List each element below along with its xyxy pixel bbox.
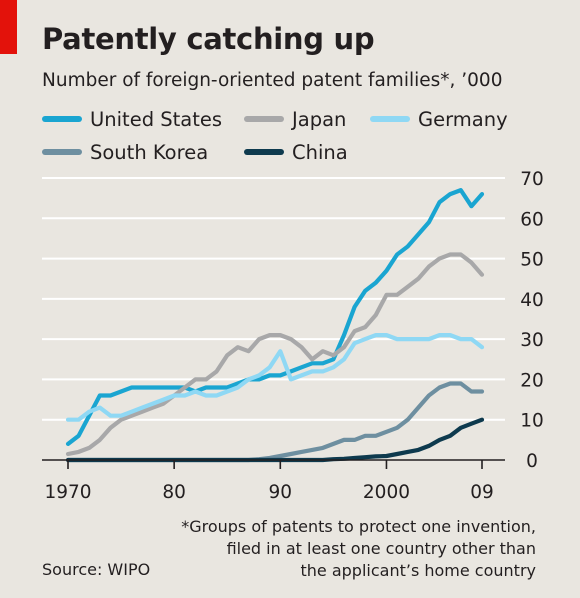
y-tick-label: 40 bbox=[520, 290, 544, 311]
grid-layer bbox=[42, 177, 505, 421]
legend-swatch-germany bbox=[370, 116, 410, 122]
x-tick-label: 09 bbox=[470, 482, 494, 503]
series-line-united-states bbox=[65, 188, 485, 446]
footnote-line: the applicant’s home country bbox=[300, 561, 536, 580]
legend-item-china: China bbox=[244, 140, 348, 164]
y-tick-label: 20 bbox=[520, 370, 544, 391]
legend-label-japan: Japan bbox=[292, 107, 347, 131]
legend-label-south-korea: South Korea bbox=[90, 140, 209, 164]
x-tick-label: 80 bbox=[162, 482, 186, 503]
x-tick-label: 90 bbox=[269, 482, 293, 503]
y-tick-label: 30 bbox=[520, 330, 544, 351]
legend-item-united-states: United States bbox=[42, 107, 222, 131]
y-tick-label: 0 bbox=[526, 451, 538, 472]
series-line-japan bbox=[65, 252, 485, 457]
y-tick-label: 10 bbox=[520, 411, 544, 432]
chart-title: Patently catching up bbox=[42, 22, 375, 56]
legend-swatch-united-states bbox=[42, 116, 82, 122]
y-tick-label: 70 bbox=[520, 169, 544, 190]
source-note: Source: WIPO bbox=[42, 560, 151, 579]
tick-layer: 0 10 20 30 40 50 60 70 1970 80 90 2000 09 bbox=[42, 169, 544, 503]
x-tick-label: 1970 bbox=[44, 482, 91, 503]
series-line-china bbox=[65, 417, 485, 463]
legend-swatch-south-korea bbox=[42, 149, 82, 155]
y-tick-label: 50 bbox=[520, 250, 544, 271]
legend-item-japan: Japan bbox=[244, 107, 346, 131]
legend-item-germany: Germany bbox=[370, 107, 508, 131]
legend-label-china: China bbox=[292, 140, 348, 164]
footnote-line: filed in at least one country other than bbox=[226, 539, 536, 558]
chart-subtitle: Number of foreign-oriented patent famili… bbox=[42, 70, 503, 91]
legend-label-germany: Germany bbox=[418, 107, 508, 131]
y-tick-label: 60 bbox=[520, 209, 544, 230]
legend-label-united-states: United States bbox=[90, 107, 223, 131]
footnote: *Groups of patents to protect one invent… bbox=[96, 516, 536, 582]
red-tag bbox=[0, 0, 17, 54]
footnote-line: *Groups of patents to protect one invent… bbox=[181, 517, 536, 536]
x-tick-label: 2000 bbox=[363, 482, 410, 503]
legend-swatch-china bbox=[244, 149, 284, 155]
series-line-germany bbox=[65, 333, 485, 422]
legend-item-south-korea: South Korea bbox=[42, 140, 208, 164]
legend-swatch-japan bbox=[244, 116, 284, 122]
